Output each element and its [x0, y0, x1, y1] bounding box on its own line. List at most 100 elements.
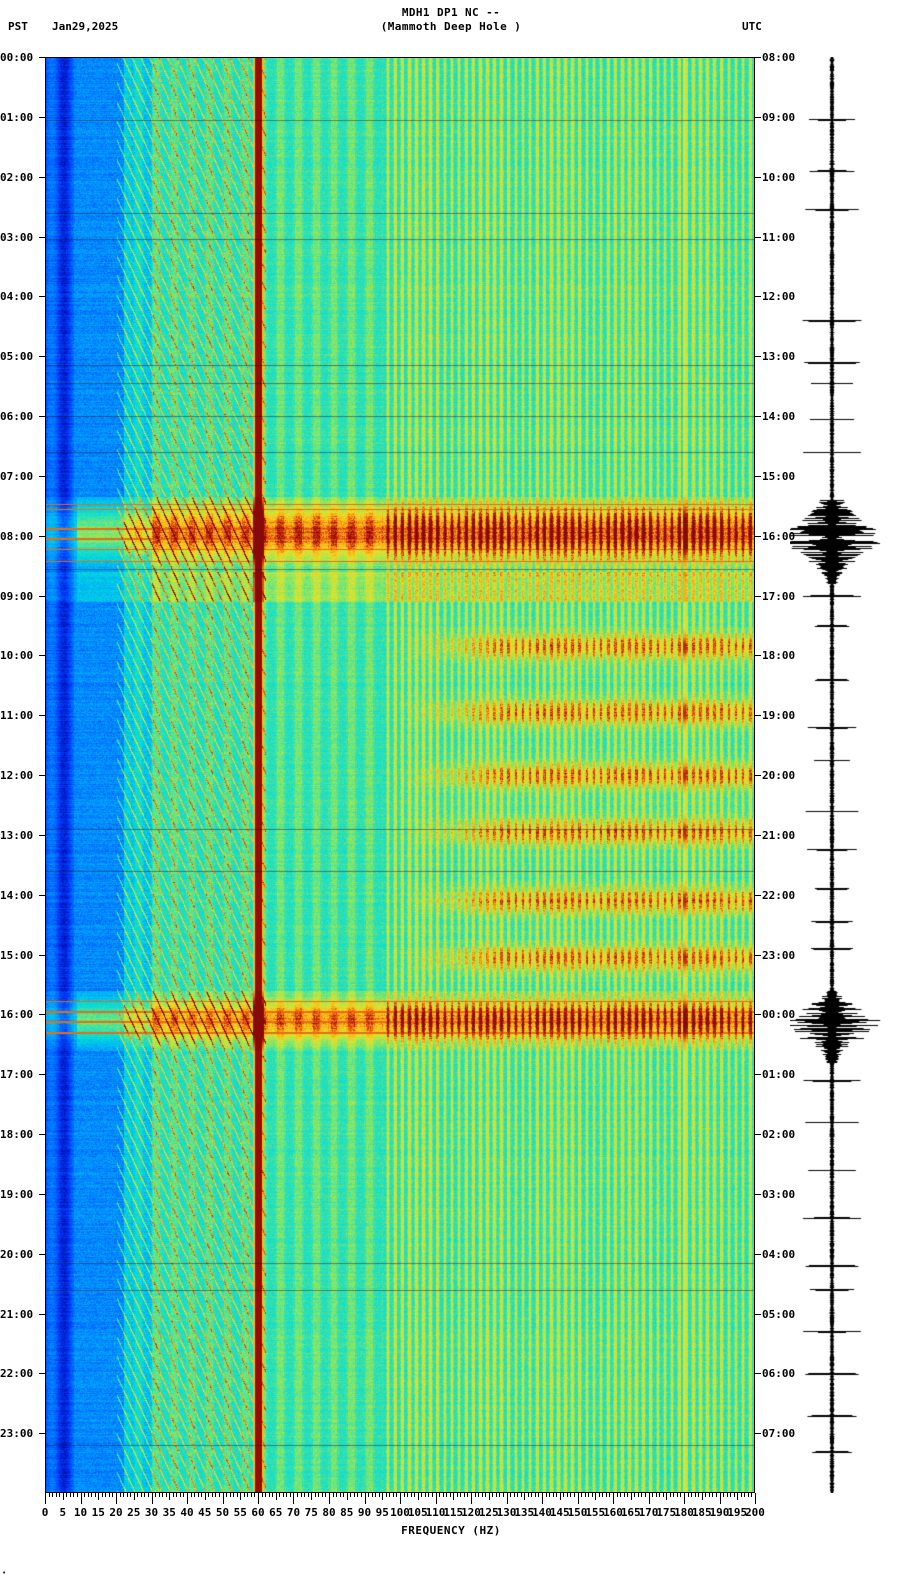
frequency-minor-tick: [372, 1493, 373, 1497]
frequency-minor-tick: [283, 1493, 284, 1497]
time-tick-left: 02:00: [0, 170, 34, 184]
frequency-minor-tick: [443, 1493, 444, 1497]
frequency-tick: [613, 1493, 614, 1504]
frequency-tick-label: 150: [567, 1506, 588, 1519]
frequency-minor-tick: [588, 1493, 589, 1497]
frequency-tick: [666, 1493, 667, 1500]
time-tick-right: 15:00: [762, 469, 796, 483]
frequency-minor-tick: [467, 1493, 468, 1497]
frequency-minor-tick: [581, 1493, 582, 1497]
frequency-tick-label: 90: [357, 1506, 372, 1519]
frequency-minor-tick: [411, 1493, 412, 1497]
time-tick-right: 14:00: [762, 410, 796, 423]
frequency-minor-tick: [574, 1493, 575, 1497]
frequency-minor-tick: [130, 1493, 131, 1497]
time-tick-left: 01:00: [0, 110, 34, 124]
frequency-minor-tick: [414, 1493, 415, 1497]
frequency-minor-tick: [535, 1493, 536, 1497]
frequency-minor-tick: [592, 1493, 593, 1497]
frequency-minor-tick: [52, 1493, 53, 1497]
frequency-tick: [311, 1493, 312, 1500]
time-tick-left: 04:00: [0, 290, 34, 304]
frequency-minor-tick: [446, 1493, 447, 1497]
frequency-minor-tick: [730, 1493, 731, 1497]
frequency-minor-tick: [624, 1493, 625, 1497]
frequency-minor-tick: [645, 1493, 646, 1497]
frequency-minor-tick: [354, 1493, 355, 1497]
spectrogram-image: [45, 57, 755, 1493]
frequency-minor-tick: [84, 1493, 85, 1497]
frequency-minor-tick: [563, 1493, 564, 1497]
frequency-tick: [152, 1493, 153, 1504]
frequency-minor-tick: [695, 1493, 696, 1497]
frequency-tick: [524, 1493, 525, 1500]
frequency-minor-tick: [656, 1493, 657, 1497]
frequency-tick: [382, 1493, 383, 1500]
frequency-tick-label: 5: [59, 1506, 67, 1519]
frequency-tick: [187, 1493, 188, 1504]
frequency-tick-label: 75: [304, 1506, 318, 1519]
frequency-tick-label: 25: [127, 1506, 141, 1519]
frequency-minor-tick: [105, 1493, 106, 1497]
time-tick-left: 00:00: [0, 51, 34, 64]
left-timezone-label: PST: [8, 20, 28, 33]
date-label: Jan29,2025: [52, 20, 119, 33]
frequency-minor-tick: [670, 1493, 671, 1497]
frequency-minor-tick: [691, 1493, 692, 1497]
frequency-minor-tick: [198, 1493, 199, 1497]
frequency-minor-tick: [304, 1493, 305, 1497]
frequency-minor-tick: [432, 1493, 433, 1497]
right-timezone-label: UTC: [742, 20, 762, 33]
frequency-tick-label: 60: [251, 1506, 265, 1519]
frequency-tick: [684, 1493, 685, 1504]
frequency-minor-tick: [457, 1493, 458, 1497]
time-tick-left: 07:00: [0, 469, 34, 483]
frequency-minor-tick: [357, 1493, 358, 1497]
frequency-minor-tick: [194, 1493, 195, 1497]
frequency-minor-tick: [333, 1493, 334, 1497]
frequency-minor-tick: [56, 1493, 57, 1497]
time-tick-left: 16:00: [0, 1008, 34, 1022]
frequency-tick-label: 155: [585, 1506, 606, 1519]
frequency-minor-tick: [716, 1493, 717, 1497]
frequency-tick-label: 30: [144, 1506, 159, 1519]
frequency-tick-label: 195: [727, 1506, 748, 1519]
frequency-minor-tick: [120, 1493, 121, 1497]
frequency-minor-tick: [641, 1493, 642, 1497]
frequency-minor-tick: [183, 1493, 184, 1497]
frequency-minor-tick: [528, 1493, 529, 1497]
frequency-tick-label: 200: [745, 1506, 765, 1519]
time-tick-left: 10:00: [0, 649, 34, 663]
time-tick-right: 06:00: [762, 1367, 796, 1381]
frequency-minor-tick: [215, 1493, 216, 1497]
frequency-minor-tick: [482, 1493, 483, 1497]
time-tick-right: 17:00: [762, 589, 796, 603]
frequency-tick-label: 105: [407, 1506, 428, 1519]
frequency-minor-tick: [368, 1493, 369, 1497]
frequency-minor-tick: [659, 1493, 660, 1497]
time-tick-right: 01:00: [762, 1068, 796, 1082]
time-tick-right: 11:00: [762, 230, 796, 244]
frequency-minor-tick: [226, 1493, 227, 1497]
frequency-tick: [542, 1493, 543, 1504]
frequency-minor-tick: [386, 1493, 387, 1497]
frequency-tick: [223, 1493, 224, 1504]
frequency-minor-tick: [620, 1493, 621, 1497]
frequency-minor-tick: [389, 1493, 390, 1497]
frequency-minor-tick: [503, 1493, 504, 1497]
time-tick-right: 04:00: [762, 1247, 796, 1261]
frequency-minor-tick: [247, 1493, 248, 1497]
frequency-minor-tick: [180, 1493, 181, 1497]
frequency-minor-tick: [361, 1493, 362, 1497]
frequency-minor-tick: [556, 1493, 557, 1497]
frequency-minor-tick: [176, 1493, 177, 1497]
frequency-tick: [329, 1493, 330, 1504]
time-tick-right: 18:00: [762, 649, 796, 663]
time-tick-left: 06:00: [0, 410, 34, 423]
frequency-tick-label: 45: [198, 1506, 212, 1519]
frequency-minor-tick: [744, 1493, 745, 1497]
frequency-minor-tick: [265, 1493, 266, 1497]
frequency-tick: [578, 1493, 579, 1504]
frequency-minor-tick: [77, 1493, 78, 1497]
